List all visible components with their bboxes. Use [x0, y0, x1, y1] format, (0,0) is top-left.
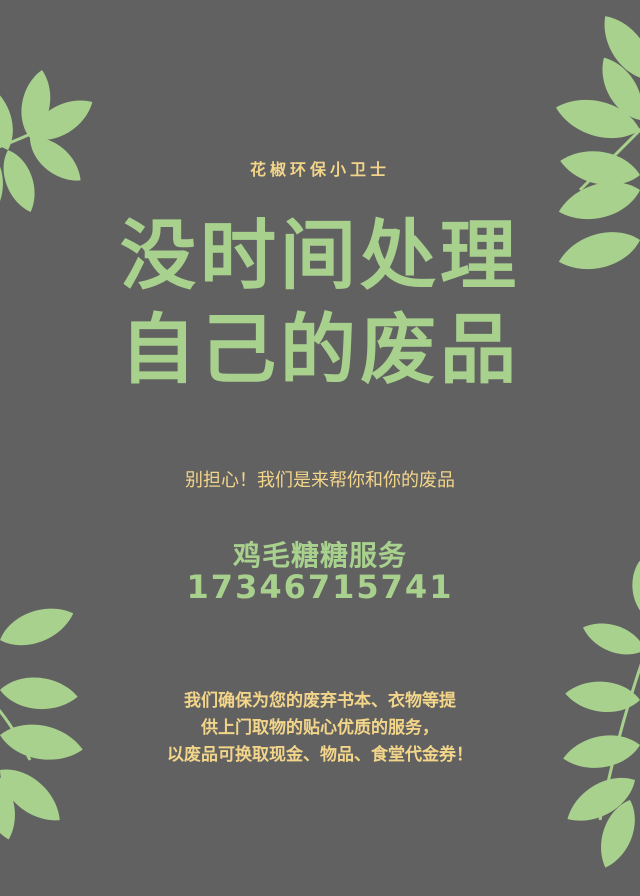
headline-line-2: 自己的废品: [120, 305, 520, 394]
brand-title: 花椒环保小卫士: [249, 160, 390, 179]
leaf-branch-icon: [551, 7, 640, 278]
phone-number[interactable]: 17346715741: [186, 568, 454, 606]
service-name: 鸡毛糖糖服务: [232, 539, 407, 572]
leaf-branch-icon: [0, 67, 100, 230]
reassurance-text: 别担心！我们是来帮你和你的废品: [185, 470, 455, 491]
headline-line-1: 没时间处理: [120, 211, 520, 300]
leaf-branch-icon: [559, 558, 640, 873]
leaf-branch-icon: [0, 598, 86, 844]
description-line-1: 我们确保为您的废弃书本、衣物等提: [184, 691, 456, 711]
description-line-3: 以废品可换取现金、物品、食堂代金券！: [167, 745, 473, 765]
description: 我们确保为您的废弃书本、衣物等提 供上门取物的贴心优质的服务， 以废品可换取现金…: [0, 688, 640, 769]
description-line-2: 供上门取物的贴心优质的服务，: [201, 718, 439, 738]
